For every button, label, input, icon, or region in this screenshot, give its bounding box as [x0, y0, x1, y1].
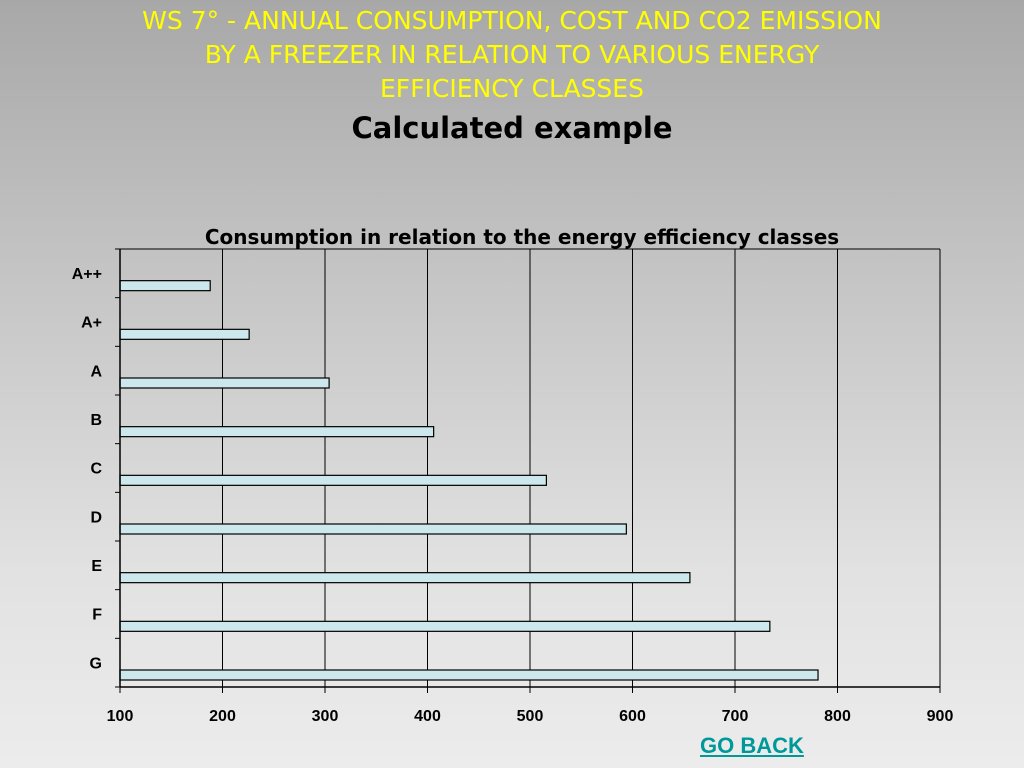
bar-A+	[119, 328, 250, 340]
bar-B	[119, 426, 435, 438]
category-label-A: A	[90, 363, 102, 380]
category-label-G: G	[90, 655, 102, 672]
bar-C	[119, 474, 547, 486]
chart-title: Consumption in relation to the energy ef…	[205, 225, 839, 249]
title-line-3: EFFICIENCY CLASSES	[380, 74, 644, 103]
category-label-F: F	[92, 607, 102, 624]
category-label-B: B	[90, 412, 102, 429]
bar-F	[119, 620, 771, 632]
x-tick-label-600: 600	[619, 708, 646, 725]
category-label-A+: A+	[81, 315, 102, 332]
x-tick-labels: 100 200 300 400 500 600 700 800 900	[107, 708, 954, 725]
category-label-A++: A++	[72, 266, 102, 283]
x-tick-label-800: 800	[824, 708, 851, 725]
category-label-C: C	[90, 461, 102, 478]
bars	[119, 280, 819, 681]
x-tick-label-500: 500	[517, 708, 544, 725]
axes	[115, 248, 941, 693]
x-tick-label-900: 900	[927, 708, 954, 725]
bar-E	[119, 572, 691, 584]
x-tick-label-200: 200	[209, 708, 236, 725]
slide-title: WS 7° - ANNUAL CONSUMPTION, COST AND CO2…	[0, 4, 1024, 106]
title-line-2: BY A FREEZER IN RELATION TO VARIOUS ENER…	[204, 40, 820, 69]
bar-A++	[119, 280, 211, 292]
x-tick-label-700: 700	[722, 708, 749, 725]
bar-A	[119, 377, 330, 389]
category-labels: A++ A+ A B C D E F G	[72, 266, 103, 672]
bar-G	[119, 669, 819, 681]
category-label-D: D	[90, 509, 102, 526]
title-line-1: WS 7° - ANNUAL CONSUMPTION, COST AND CO2…	[142, 6, 882, 35]
slide-subtitle: Calculated example	[351, 111, 673, 145]
x-tick-label-300: 300	[312, 708, 339, 725]
gridlines	[120, 248, 941, 687]
x-tick-label-100: 100	[107, 708, 134, 725]
category-label-E: E	[91, 558, 102, 575]
bar-D	[119, 523, 627, 535]
go-back-link[interactable]: GO BACK	[700, 733, 804, 758]
x-tick-label-400: 400	[414, 708, 441, 725]
